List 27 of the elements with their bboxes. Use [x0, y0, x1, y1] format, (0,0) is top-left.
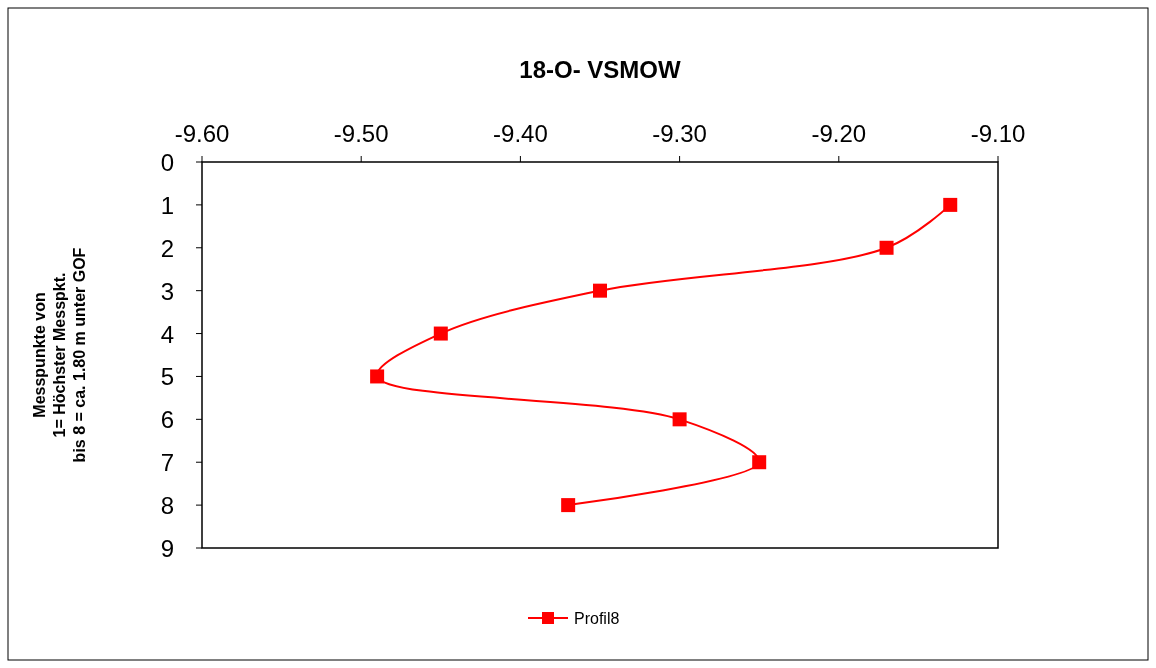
y-axis-title: Messpunkte von 1= Höchster Messpkt. bis 8 = ca. 1.80 m unter GOF: [31, 247, 88, 463]
x-tick-label: -9.20: [811, 120, 867, 147]
y-tick-label: 9: [160, 535, 174, 562]
chart-title: 18-O- VSMOW: [519, 56, 682, 83]
y-tick-label: 6: [160, 406, 174, 434]
legend-label: Profil8: [574, 610, 620, 627]
y-tick-label: 4: [160, 320, 174, 348]
y-tick-label: 1: [160, 191, 174, 219]
point: [370, 369, 385, 384]
y-tick-label: 7: [160, 449, 174, 477]
point: [561, 498, 576, 513]
point: [433, 326, 448, 341]
y-tick-label: 5: [160, 363, 174, 391]
point: [943, 197, 958, 212]
y-tick-label: 8: [160, 492, 174, 520]
y-tick-label: 2: [160, 234, 174, 262]
x-tick-label: -9.30: [652, 120, 707, 147]
y-tick-label: 0: [160, 149, 174, 176]
point: [593, 283, 607, 298]
y-tick-label: 3: [160, 277, 174, 305]
x-tick-label: -9.10: [970, 120, 1026, 147]
point: [879, 240, 894, 255]
x-tick-label: -9.40: [493, 120, 548, 147]
x-tick-label: -9.60: [174, 120, 230, 147]
x-tick-label: -9.50: [333, 120, 389, 147]
point: [672, 412, 687, 427]
point: [752, 455, 767, 470]
